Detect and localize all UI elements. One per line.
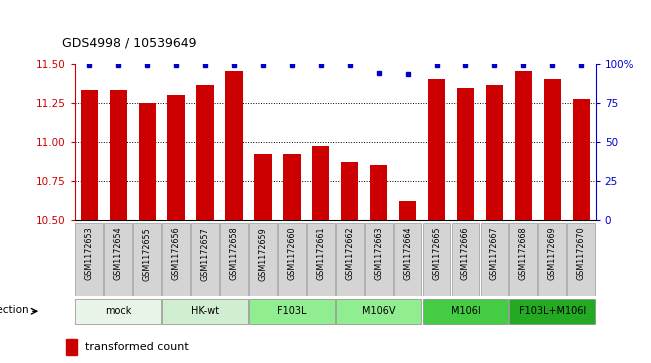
Text: M106V: M106V (362, 306, 395, 316)
Bar (428, 79, 445, 220)
Text: GSM1172661: GSM1172661 (316, 227, 326, 280)
FancyBboxPatch shape (394, 223, 421, 296)
Text: GSM1172659: GSM1172659 (258, 227, 268, 281)
Text: F103L: F103L (277, 306, 307, 316)
FancyBboxPatch shape (76, 299, 161, 323)
Bar (515, 72, 532, 220)
Text: mock: mock (105, 306, 132, 316)
Bar (139, 102, 156, 220)
Text: GSM1172656: GSM1172656 (172, 227, 180, 281)
Text: GSM1172658: GSM1172658 (230, 227, 238, 281)
Text: GSM1172669: GSM1172669 (547, 227, 557, 281)
Text: F103L+M106I: F103L+M106I (519, 306, 586, 316)
Bar (544, 79, 561, 220)
Bar (486, 85, 503, 220)
Bar (197, 85, 214, 220)
FancyBboxPatch shape (249, 223, 277, 296)
FancyBboxPatch shape (76, 223, 104, 296)
FancyBboxPatch shape (104, 223, 132, 296)
Text: GSM1172655: GSM1172655 (143, 227, 152, 281)
Text: transformed count: transformed count (85, 342, 189, 352)
FancyBboxPatch shape (422, 299, 508, 323)
Text: GSM1172654: GSM1172654 (114, 227, 123, 281)
Text: GSM1172666: GSM1172666 (461, 227, 470, 280)
Bar (283, 154, 301, 220)
Bar (341, 162, 359, 220)
Text: GSM1172663: GSM1172663 (374, 227, 383, 280)
Text: infection: infection (0, 305, 29, 315)
Text: HK-wt: HK-wt (191, 306, 219, 316)
Text: GSM1172657: GSM1172657 (201, 227, 210, 281)
FancyBboxPatch shape (422, 223, 450, 296)
Text: M106I: M106I (450, 306, 480, 316)
Bar (457, 89, 474, 220)
Bar (81, 90, 98, 220)
Text: GSM1172662: GSM1172662 (345, 227, 354, 281)
FancyBboxPatch shape (510, 223, 537, 296)
FancyBboxPatch shape (307, 223, 335, 296)
Bar (167, 95, 185, 220)
FancyBboxPatch shape (336, 299, 421, 323)
Bar (66, 339, 77, 355)
Bar (312, 146, 329, 220)
FancyBboxPatch shape (365, 223, 393, 296)
FancyBboxPatch shape (249, 299, 335, 323)
FancyBboxPatch shape (567, 223, 595, 296)
Text: GDS4998 / 10539649: GDS4998 / 10539649 (62, 36, 197, 49)
Bar (255, 154, 271, 220)
FancyBboxPatch shape (220, 223, 248, 296)
FancyBboxPatch shape (336, 223, 364, 296)
Text: GSM1172664: GSM1172664 (403, 227, 412, 280)
FancyBboxPatch shape (510, 299, 595, 323)
Bar (109, 90, 127, 220)
FancyBboxPatch shape (538, 223, 566, 296)
FancyBboxPatch shape (278, 223, 306, 296)
Text: GSM1172670: GSM1172670 (577, 227, 586, 281)
Text: GSM1172653: GSM1172653 (85, 227, 94, 281)
Bar (225, 72, 243, 220)
FancyBboxPatch shape (133, 223, 161, 296)
FancyBboxPatch shape (191, 223, 219, 296)
Text: GSM1172667: GSM1172667 (490, 227, 499, 281)
FancyBboxPatch shape (452, 223, 479, 296)
FancyBboxPatch shape (162, 299, 248, 323)
Text: GSM1172668: GSM1172668 (519, 227, 528, 280)
FancyBboxPatch shape (480, 223, 508, 296)
Text: GSM1172665: GSM1172665 (432, 227, 441, 281)
Text: GSM1172660: GSM1172660 (287, 227, 296, 280)
Bar (399, 201, 416, 220)
Bar (572, 99, 590, 220)
FancyBboxPatch shape (162, 223, 190, 296)
Bar (370, 165, 387, 220)
